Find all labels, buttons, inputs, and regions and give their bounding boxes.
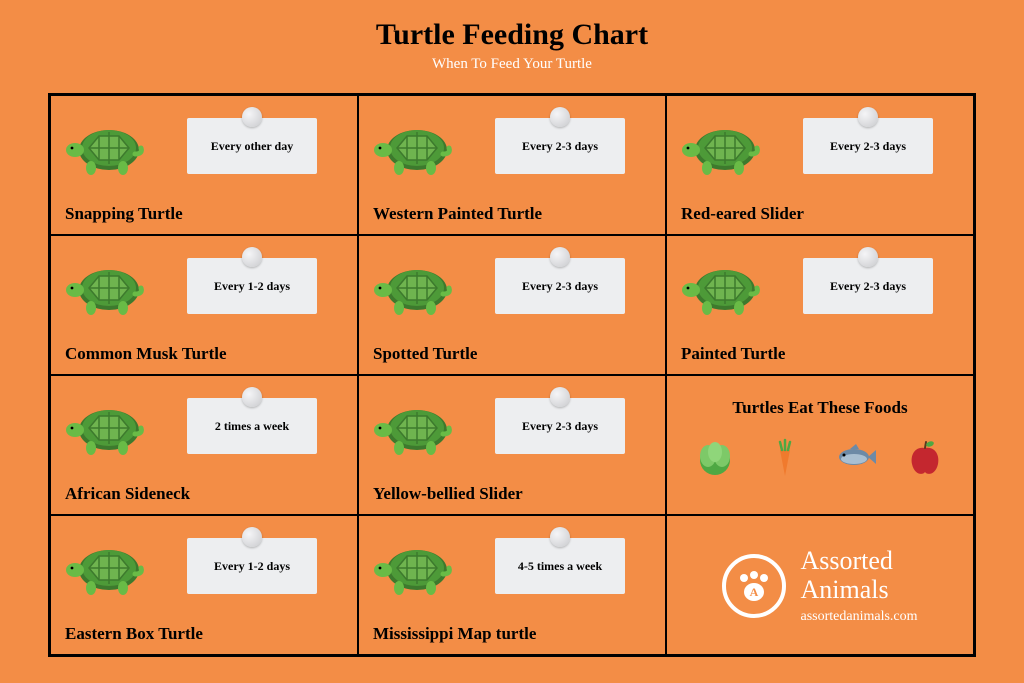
carrot-icon: [764, 436, 806, 478]
brand-name-line2: Animals: [800, 576, 917, 605]
turtle-icon: [681, 248, 763, 318]
pin-icon: [242, 527, 262, 547]
frequency-text: Every 1-2 days: [214, 279, 290, 294]
turtle-cell: 2 times a week African Sideneck: [50, 375, 358, 515]
frequency-text: Every 2-3 days: [522, 279, 598, 294]
turtle-icon: [65, 528, 147, 598]
turtle-cell: Every 2-3 days Western Painted Turtle: [358, 95, 666, 235]
chart-grid: Every other day Snapping Turtle Every 2-…: [48, 93, 976, 657]
frequency-note: Every 2-3 days: [495, 118, 625, 174]
species-label: African Sideneck: [65, 484, 343, 504]
frequency-text: Every 2-3 days: [522, 419, 598, 434]
frequency-text: Every 2-3 days: [522, 139, 598, 154]
brand-url: assortedanimals.com: [800, 609, 917, 625]
turtle-icon: [373, 108, 455, 178]
frequency-note: 2 times a week: [187, 398, 317, 454]
turtle-icon: [373, 388, 455, 458]
pin-icon: [858, 247, 878, 267]
turtle-icon: [373, 528, 455, 598]
frequency-note: Every 2-3 days: [803, 258, 933, 314]
frequency-note: 4-5 times a week: [495, 538, 625, 594]
frequency-text: Every 2-3 days: [830, 139, 906, 154]
turtle-icon: [65, 248, 147, 318]
turtle-icon: [373, 248, 455, 318]
pin-icon: [550, 527, 570, 547]
turtle-cell: Every 1-2 days Eastern Box Turtle: [50, 515, 358, 655]
species-label: Spotted Turtle: [373, 344, 651, 364]
pin-icon: [858, 107, 878, 127]
turtle-icon: [681, 108, 763, 178]
frequency-note: Every 1-2 days: [187, 258, 317, 314]
turtle-cell: 4-5 times a week Mississippi Map turtle: [358, 515, 666, 655]
pin-icon: [242, 247, 262, 267]
fish-icon: [834, 436, 876, 478]
turtle-cell: Every 1-2 days Common Musk Turtle: [50, 235, 358, 375]
species-label: Western Painted Turtle: [373, 204, 651, 224]
species-label: Red-eared Slider: [681, 204, 959, 224]
pin-icon: [242, 107, 262, 127]
pin-icon: [550, 247, 570, 267]
species-label: Mississippi Map turtle: [373, 624, 651, 644]
turtle-icon: [65, 108, 147, 178]
page-title: Turtle Feeding Chart: [0, 18, 1024, 52]
brand-logo: [722, 554, 786, 618]
turtle-cell: Every 2-3 days Red-eared Slider: [666, 95, 974, 235]
turtle-cell: Every 2-3 days Painted Turtle: [666, 235, 974, 375]
foods-cell: Turtles Eat These Foods: [666, 375, 974, 515]
pin-icon: [242, 387, 262, 407]
pin-icon: [550, 107, 570, 127]
species-label: Painted Turtle: [681, 344, 959, 364]
frequency-text: Every 1-2 days: [214, 559, 290, 574]
brand-name-line1: Assorted: [800, 547, 917, 576]
frequency-text: Every other day: [211, 139, 293, 154]
lettuce-icon: [694, 436, 736, 478]
frequency-text: 2 times a week: [215, 419, 289, 434]
frequency-note: Every other day: [187, 118, 317, 174]
frequency-note: Every 2-3 days: [495, 258, 625, 314]
apple-icon: [904, 436, 946, 478]
frequency-text: Every 2-3 days: [830, 279, 906, 294]
brand-cell: Assorted Animals assortedanimals.com: [666, 515, 974, 655]
frequency-text: 4-5 times a week: [518, 559, 602, 574]
species-label: Common Musk Turtle: [65, 344, 343, 364]
foods-row: [694, 436, 946, 478]
species-label: Yellow-bellied Slider: [373, 484, 651, 504]
frequency-note: Every 1-2 days: [187, 538, 317, 594]
page-subtitle: When To Feed Your Turtle: [0, 56, 1024, 73]
turtle-cell: Every 2-3 days Yellow-bellied Slider: [358, 375, 666, 515]
frequency-note: Every 2-3 days: [495, 398, 625, 454]
pin-icon: [550, 387, 570, 407]
paw-icon: [728, 566, 780, 606]
species-label: Eastern Box Turtle: [65, 624, 343, 644]
turtle-cell: Every 2-3 days Spotted Turtle: [358, 235, 666, 375]
turtle-icon: [65, 388, 147, 458]
turtle-cell: Every other day Snapping Turtle: [50, 95, 358, 235]
foods-title: Turtles Eat These Foods: [732, 398, 907, 418]
header: Turtle Feeding Chart When To Feed Your T…: [0, 0, 1024, 85]
frequency-note: Every 2-3 days: [803, 118, 933, 174]
species-label: Snapping Turtle: [65, 204, 343, 224]
